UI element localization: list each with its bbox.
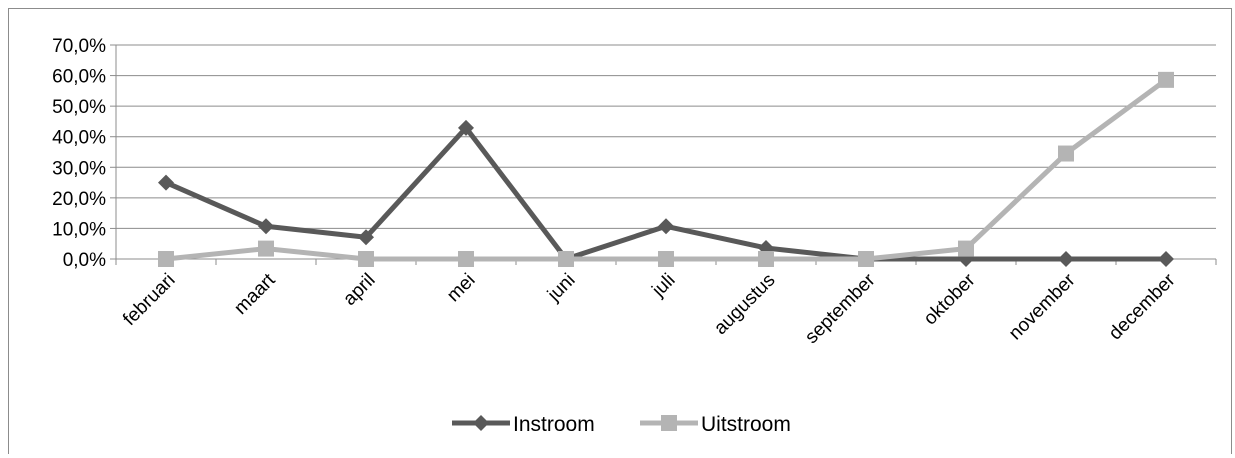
legend-marker-instroom bbox=[473, 415, 489, 431]
y-tick-label: 60,0% bbox=[52, 67, 106, 88]
data-point-instroom bbox=[658, 218, 674, 235]
x-tick-label: april bbox=[339, 270, 379, 310]
data-point-uitstroom bbox=[158, 251, 174, 267]
x-tick-label: mei bbox=[443, 270, 480, 307]
legend: Instroom Uitstroom bbox=[452, 413, 791, 436]
data-point-uitstroom bbox=[458, 251, 474, 267]
x-tick-label: december bbox=[1105, 269, 1180, 344]
x-tick-label: februari bbox=[119, 270, 179, 330]
x-tick-label: maart bbox=[230, 269, 280, 319]
data-point-uitstroom bbox=[558, 251, 574, 267]
legend-label-instroom: Instroom bbox=[513, 413, 595, 436]
y-tick-label: 0,0% bbox=[63, 250, 106, 271]
y-tick-label: 10,0% bbox=[52, 219, 106, 240]
data-point-instroom bbox=[158, 174, 174, 191]
data-point-uitstroom bbox=[258, 240, 274, 257]
gridlines bbox=[116, 44, 1216, 229]
data-point-instroom bbox=[1058, 251, 1074, 267]
data-point-instroom bbox=[358, 229, 374, 246]
series-line-instroom bbox=[164, 125, 1166, 262]
axes bbox=[110, 44, 1217, 265]
data-point-uitstroom bbox=[858, 251, 874, 267]
x-tick-label: oktober bbox=[920, 269, 980, 329]
y-tick-label: 50,0% bbox=[52, 97, 106, 118]
data-point-instroom bbox=[258, 218, 274, 235]
chart-frame bbox=[8, 8, 1232, 454]
x-axis-tick-labels: februari maart april mei juni juli augustus sep… bbox=[119, 269, 1180, 348]
x-tick-label: november bbox=[1005, 269, 1080, 344]
y-tick-label: 30,0% bbox=[52, 158, 106, 179]
data-point-uitstroom bbox=[358, 251, 374, 267]
y-axis-tick-labels: 0,0% 10,0% 20,0% 30,0% 40,0% 50,0% 60,0% 70,0% bbox=[52, 36, 106, 271]
x-tick-label: juli bbox=[648, 270, 680, 302]
x-tick-label: juni bbox=[543, 270, 579, 306]
data-point-uitstroom bbox=[958, 240, 974, 257]
y-tick-label: 70,0% bbox=[52, 36, 106, 57]
y-tick-label: 40,0% bbox=[52, 128, 106, 149]
data-point-uitstroom bbox=[1058, 145, 1074, 162]
legend-label-uitstroom: Uitstroom bbox=[701, 413, 791, 436]
series-markers bbox=[158, 71, 1174, 267]
y-tick-label: 20,0% bbox=[52, 189, 106, 210]
x-tick-label: september bbox=[801, 269, 880, 348]
x-tick-label: augustus bbox=[710, 270, 779, 339]
legend-marker-uitstroom bbox=[661, 415, 677, 431]
data-point-instroom bbox=[1158, 251, 1174, 267]
data-point-uitstroom bbox=[1158, 71, 1174, 88]
data-point-instroom bbox=[458, 119, 474, 136]
data-point-uitstroom bbox=[658, 251, 674, 267]
data-point-uitstroom bbox=[758, 251, 774, 267]
